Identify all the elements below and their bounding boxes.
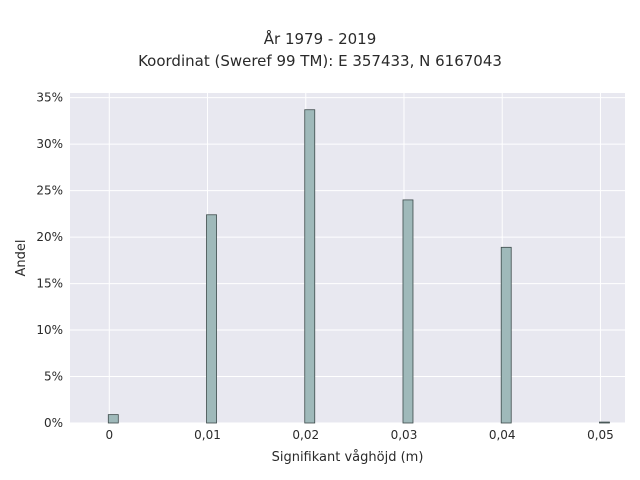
y-tick-label: 20% [36, 230, 63, 244]
bar [599, 421, 610, 424]
y-tick-label: 35% [36, 91, 63, 105]
bar [402, 199, 414, 424]
x-ticks: 0 0,01 0,02 0,03 0,04 0,05 [105, 428, 613, 442]
x-tick-label: 0,03 [391, 428, 418, 442]
chart-title-block: År 1979 - 2019 Koordinat (Sweref 99 TM):… [0, 28, 640, 72]
chart-title: År 1979 - 2019 [263, 30, 377, 48]
bars [107, 109, 610, 424]
x-tick-label: 0,04 [489, 428, 516, 442]
y-tick-label: 25% [36, 184, 63, 198]
x-tick-label: 0,02 [292, 428, 319, 442]
y-ticks: 0% 5% 10% 15% 20% 25% 30% 35% [36, 91, 63, 430]
y-tick-label: 0% [44, 416, 63, 430]
y-tick-label: 5% [44, 370, 63, 384]
bar [500, 246, 512, 424]
y-tick-label: 10% [36, 323, 63, 337]
x-axis-label: Signifikant våghöjd (m) [272, 450, 424, 465]
x-tick-label: 0 [105, 428, 113, 442]
y-axis-label: Andel [14, 240, 29, 277]
bar [107, 414, 119, 424]
chart-subtitle: Koordinat (Sweref 99 TM): E 357433, N 61… [138, 52, 502, 70]
bar [206, 214, 217, 424]
x-tick-label: 0,01 [194, 428, 221, 442]
x-tick-label: 0,05 [587, 428, 614, 442]
y-tick-label: 30% [36, 137, 63, 151]
bar [304, 109, 316, 424]
plot-area [70, 93, 625, 423]
y-tick-label: 15% [36, 277, 63, 291]
